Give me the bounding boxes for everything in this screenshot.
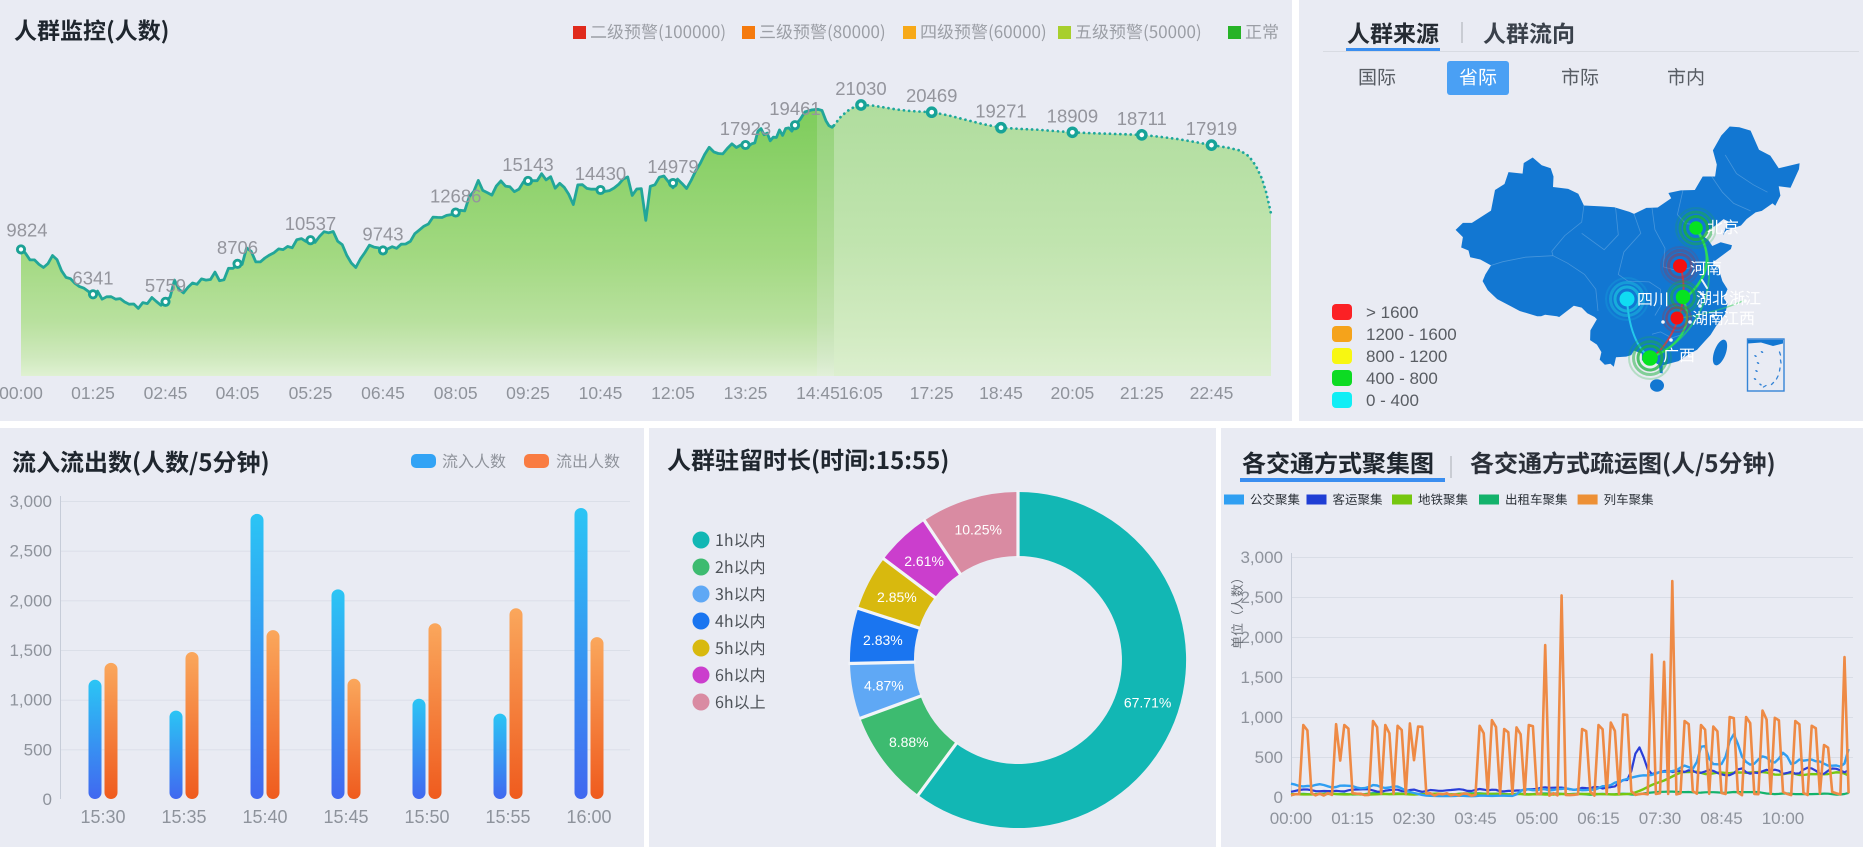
svg-text:8.88%: 8.88% [889, 734, 929, 750]
svg-text:1,500: 1,500 [1240, 668, 1283, 687]
svg-text:500: 500 [1255, 748, 1283, 767]
svg-text:01:25: 01:25 [71, 383, 115, 403]
svg-text:2.61%: 2.61% [904, 553, 944, 569]
svg-text:00:00: 00:00 [1270, 809, 1313, 828]
svg-text:18711: 18711 [1117, 108, 1167, 129]
svg-text:10:45: 10:45 [579, 383, 623, 403]
svg-text:19271: 19271 [975, 101, 1026, 122]
svg-text:18909: 18909 [1047, 105, 1098, 126]
svg-text:5759: 5759 [145, 275, 186, 296]
svg-text:02:30: 02:30 [1393, 809, 1436, 828]
svg-text:1,000: 1,000 [1240, 708, 1283, 727]
svg-text:08:45: 08:45 [1700, 809, 1743, 828]
svg-text:8706: 8706 [217, 237, 258, 258]
svg-text:17:25: 17:25 [910, 383, 954, 403]
svg-text:2.85%: 2.85% [877, 589, 917, 605]
svg-text:2,000: 2,000 [1240, 628, 1283, 647]
svg-text:10:00: 10:00 [1762, 809, 1805, 828]
svg-text:3,000: 3,000 [1240, 548, 1283, 567]
svg-text:400 - 800: 400 - 800 [1366, 369, 1438, 388]
svg-text:14:45: 14:45 [796, 383, 840, 403]
svg-text:15:50: 15:50 [404, 807, 449, 827]
svg-text:2.83%: 2.83% [863, 632, 903, 648]
svg-text:0: 0 [1274, 788, 1283, 807]
svg-text:> 1600: > 1600 [1366, 303, 1418, 322]
svg-text:800 - 1200: 800 - 1200 [1366, 347, 1447, 366]
svg-text:9824: 9824 [6, 219, 47, 240]
svg-text:15:45: 15:45 [323, 807, 368, 827]
svg-text:1,000: 1,000 [9, 691, 52, 710]
svg-text:15:55: 15:55 [485, 807, 530, 827]
svg-text:15:30: 15:30 [80, 807, 125, 827]
svg-text:13:25: 13:25 [724, 383, 768, 403]
svg-text:18:45: 18:45 [979, 383, 1023, 403]
svg-text:0: 0 [43, 790, 52, 809]
svg-text:12:05: 12:05 [651, 383, 695, 403]
svg-text:01:15: 01:15 [1331, 809, 1374, 828]
svg-text:09:25: 09:25 [506, 383, 550, 403]
svg-text:500: 500 [24, 740, 52, 759]
svg-text:20:05: 20:05 [1051, 383, 1095, 403]
svg-text:03:45: 03:45 [1454, 809, 1497, 828]
svg-text:17919: 17919 [1186, 118, 1237, 139]
svg-text:05:25: 05:25 [289, 383, 333, 403]
svg-text:2,500: 2,500 [1240, 588, 1283, 607]
svg-text:9743: 9743 [362, 223, 403, 244]
svg-text:02:45: 02:45 [144, 383, 188, 403]
svg-text:6341: 6341 [72, 267, 113, 288]
svg-text:10.25%: 10.25% [954, 521, 1001, 537]
svg-text:67.71%: 67.71% [1124, 695, 1171, 711]
svg-text:21030: 21030 [835, 78, 886, 99]
svg-text:06:15: 06:15 [1577, 809, 1620, 828]
svg-text:00:00: 00:00 [0, 383, 43, 403]
svg-text:15143: 15143 [502, 154, 553, 175]
svg-text:0 - 400: 0 - 400 [1366, 391, 1419, 410]
svg-text:08:05: 08:05 [434, 383, 478, 403]
svg-text:16:05: 16:05 [839, 383, 883, 403]
svg-text:19461: 19461 [769, 98, 820, 119]
svg-text:16:00: 16:00 [566, 807, 611, 827]
svg-text:06:45: 06:45 [361, 383, 405, 403]
svg-text:1,500: 1,500 [9, 641, 52, 660]
svg-text:07:30: 07:30 [1639, 809, 1682, 828]
svg-text:17923: 17923 [720, 118, 771, 139]
svg-text:1200 - 1600: 1200 - 1600 [1366, 325, 1457, 344]
svg-text:2,500: 2,500 [9, 542, 52, 561]
svg-text:05:00: 05:00 [1516, 809, 1559, 828]
svg-text:15:40: 15:40 [242, 807, 287, 827]
svg-text:20469: 20469 [906, 85, 957, 106]
svg-text:22:45: 22:45 [1190, 383, 1234, 403]
svg-text:4.87%: 4.87% [864, 678, 904, 694]
svg-text:14430: 14430 [575, 163, 626, 184]
svg-text:3,000: 3,000 [9, 492, 52, 511]
svg-text:2,000: 2,000 [9, 591, 52, 610]
svg-text:15:35: 15:35 [161, 807, 206, 827]
svg-text:12686: 12686 [430, 186, 481, 207]
svg-text:21:25: 21:25 [1120, 383, 1164, 403]
svg-text:14979: 14979 [647, 156, 698, 177]
svg-text:04:05: 04:05 [216, 383, 260, 403]
svg-text:10537: 10537 [285, 213, 336, 234]
